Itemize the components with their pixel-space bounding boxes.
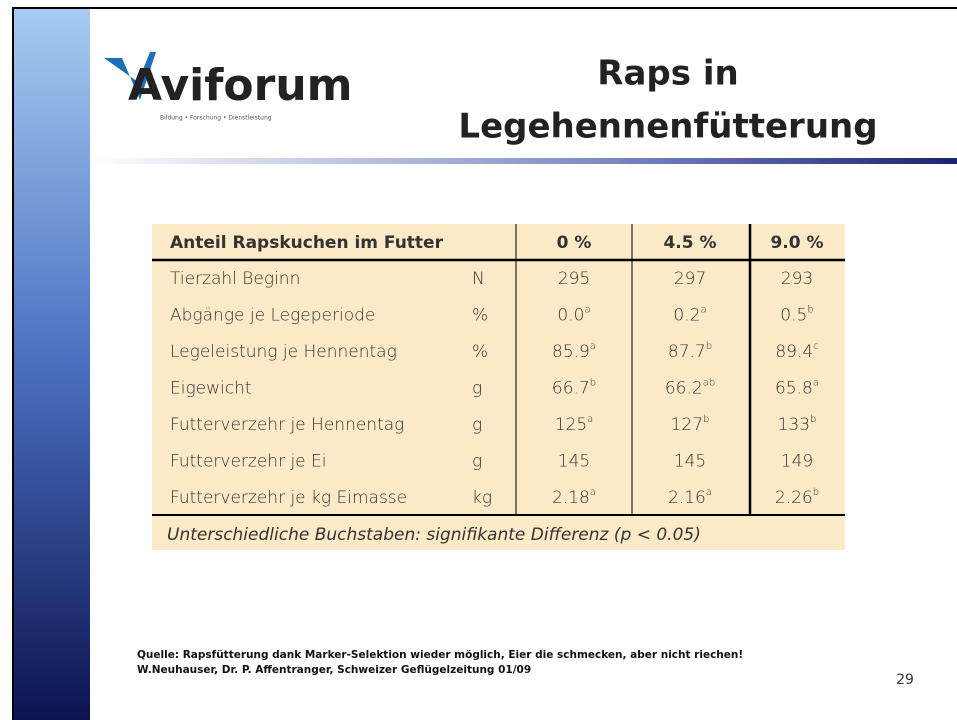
row-unit: g: [472, 415, 482, 435]
value-cell: 0.5b: [780, 305, 813, 326]
header-cell: 9.0 %: [770, 233, 823, 253]
superscript: b: [703, 414, 709, 425]
row-label: Tierzahl Beginn: [170, 269, 300, 289]
superscript: b: [807, 305, 813, 316]
row-unit: %: [472, 342, 488, 362]
value: 127: [671, 415, 703, 435]
title-line: Raps in: [597, 54, 738, 94]
table-rows: Tierzahl Beginn N 295 297 293 Abgänge je Lege…: [170, 269, 819, 508]
value-cell: 89.4c: [775, 341, 818, 362]
value-cell: 0.2a: [673, 305, 706, 326]
row-label: Legeleistung je Hennentag: [170, 342, 397, 362]
superscript: a: [590, 341, 596, 352]
side-bar: [14, 8, 90, 720]
logo-name: Aviforum: [128, 60, 353, 111]
value: 0.2: [673, 306, 700, 326]
value-cell: 2.16a: [668, 487, 712, 508]
page-number: 29: [896, 672, 914, 688]
row-unit: N: [472, 269, 485, 289]
value: 2.26: [775, 488, 813, 508]
value: 89.4: [775, 342, 813, 362]
superscript: a: [587, 414, 593, 425]
title-line: Legehennenfütterung: [458, 107, 877, 147]
value-cell: 65.8a: [775, 378, 819, 399]
value: 66.7: [552, 379, 590, 399]
superscript: a: [700, 305, 706, 316]
value-cell: 295: [558, 269, 590, 289]
value-cell: 87.7b: [668, 341, 712, 362]
value-cell: 293: [781, 269, 813, 289]
footnote: Unterschiedliche Buchstaben: signifikant…: [167, 525, 701, 545]
row-label: Futterverzehr je kg Eimasse: [170, 488, 407, 508]
header-cell: 0 %: [557, 233, 592, 253]
source-line: W.Neuhauser, Dr. P. Affentranger, Schwei…: [137, 664, 531, 676]
value: 133: [778, 415, 810, 435]
row-unit: g: [472, 452, 482, 472]
value: 66.2: [665, 379, 703, 399]
header-cell: 4.5 %: [663, 233, 716, 253]
row-label: Futterverzehr je Ei: [170, 452, 327, 472]
value: 2.18: [552, 488, 590, 508]
superscript: a: [584, 305, 590, 316]
value-cell: 0.0a: [557, 305, 590, 326]
row-label: Eigewicht: [170, 379, 252, 399]
row-label: Futterverzehr je Hennentag: [170, 415, 404, 435]
value: 65.8: [775, 379, 813, 399]
value-cell: 297: [674, 269, 706, 289]
value-cell: 85.9a: [552, 341, 596, 362]
value: 145: [558, 452, 590, 472]
value: 145: [674, 452, 706, 472]
row-label: Abgänge je Legeperiode: [170, 306, 375, 326]
header-separator: [90, 158, 957, 164]
superscript: b: [590, 378, 596, 389]
row-unit: %: [472, 306, 488, 326]
value-cell: 66.7b: [552, 378, 596, 399]
superscript: b: [706, 341, 712, 352]
row-unit: g: [472, 379, 482, 399]
value-cell: 133b: [778, 414, 817, 435]
value-cell: 145: [558, 452, 590, 472]
superscript: a: [813, 378, 819, 389]
value: 125: [555, 415, 587, 435]
value: 0.0: [557, 306, 584, 326]
value: 87.7: [668, 342, 706, 362]
source-line: Quelle: Rapsfütterung dank Marker-Selekt…: [137, 649, 743, 661]
value: 149: [781, 452, 813, 472]
value-cell: 149: [781, 452, 813, 472]
superscript: a: [706, 487, 712, 498]
row-unit: kg: [472, 488, 492, 508]
logo-mark: [104, 52, 156, 100]
value: 85.9: [552, 342, 590, 362]
header-cell: Anteil Rapskuchen im Futter: [170, 233, 444, 253]
value: 293: [781, 269, 813, 289]
value: 2.16: [668, 488, 706, 508]
value: 0.5: [780, 306, 807, 326]
superscript: b: [813, 487, 819, 498]
superscript: b: [810, 414, 816, 425]
superscript: c: [813, 341, 819, 352]
table-background: [152, 224, 845, 550]
value-cell: 2.26b: [775, 487, 819, 508]
value: 295: [558, 269, 590, 289]
superscript: a: [590, 487, 596, 498]
value: 297: [674, 269, 706, 289]
value-cell: 66.2ab: [665, 378, 715, 399]
superscript: ab: [703, 378, 715, 389]
logo-tagline: Bildung • Forschung • Dienstleistung: [160, 115, 272, 122]
value-cell: 145: [674, 452, 706, 472]
value-cell: 127b: [671, 414, 710, 435]
value-cell: 125a: [555, 414, 594, 435]
value-cell: 2.18a: [552, 487, 596, 508]
